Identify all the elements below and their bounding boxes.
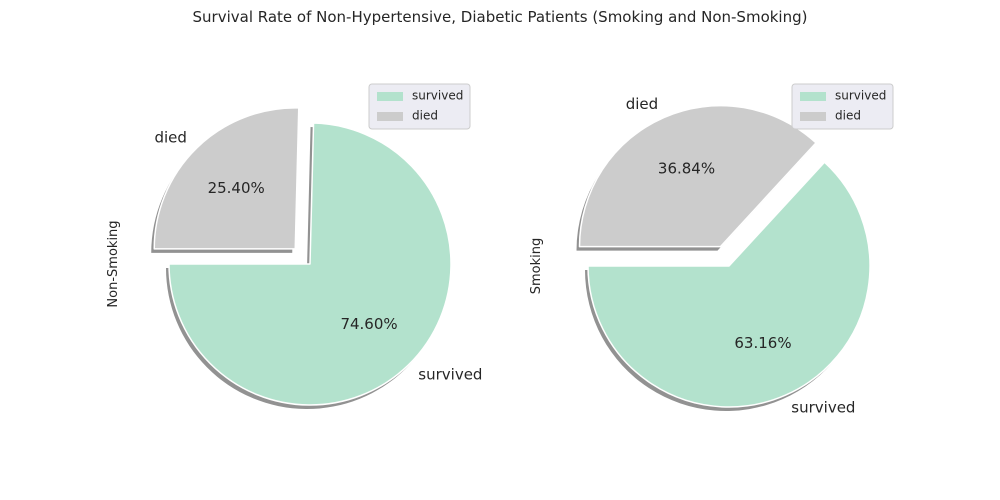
axis-label-smoking: Smoking xyxy=(529,238,544,295)
axis-label-non-smoking: Non-Smoking xyxy=(106,220,121,307)
legend-swatch-survived xyxy=(800,92,826,101)
legend-swatch-died xyxy=(800,112,826,121)
slice-percent-died: 25.40% xyxy=(208,179,265,197)
legend-swatch-survived xyxy=(377,92,403,101)
slice-died xyxy=(153,107,300,250)
legend-entry-survived: survived xyxy=(835,89,886,103)
slice-died xyxy=(578,104,817,248)
pie-chart-smoking: Smoking survived 63.16% died 36.84% survived d… xyxy=(529,83,894,417)
legend-entry-died: died xyxy=(412,109,438,123)
slice-label-died: died xyxy=(154,128,186,146)
slice-label-survived: survived xyxy=(791,399,855,417)
legend-entry-died: died xyxy=(835,109,861,123)
chart-title: Survival Rate of Non-Hypertensive, Diabe… xyxy=(193,8,808,26)
slice-label-survived: survived xyxy=(418,366,482,384)
legend: survived died xyxy=(368,83,471,130)
legend-entry-survived: survived xyxy=(412,89,463,103)
legend-swatch-died xyxy=(377,112,403,121)
slice-percent-died: 36.84% xyxy=(658,160,715,178)
legend: survived died xyxy=(791,83,894,130)
pie-chart-non-smoking: Non-Smoking survived 74.60% died 25.40% survi… xyxy=(106,83,482,410)
slice-survived xyxy=(168,122,452,406)
slice-survived xyxy=(587,161,871,408)
slice-label-died: died xyxy=(626,95,658,113)
slice-percent-survived: 74.60% xyxy=(340,315,397,333)
slice-percent-survived: 63.16% xyxy=(734,334,791,352)
